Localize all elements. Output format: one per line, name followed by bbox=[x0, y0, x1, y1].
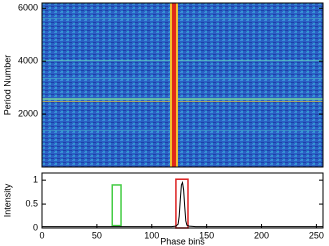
heatmap bbox=[42, 3, 323, 167]
y-axis-label: Period Number bbox=[2, 55, 12, 116]
plot-frame bbox=[41, 172, 324, 229]
axes: 2000 4000 6000 Period Number 0 0.5 1 0 50 100 150 2… bbox=[2, 2, 324, 246]
heatmap-field bbox=[42, 3, 323, 167]
y-axis-label: Intensity bbox=[2, 183, 12, 217]
heatmap-row bbox=[42, 98, 323, 100]
y-tick-label: 1 bbox=[33, 175, 38, 185]
region bbox=[111, 184, 122, 227]
x-tick-label: 250 bbox=[309, 230, 324, 240]
pulse-core bbox=[172, 3, 176, 167]
y-tick-label: 6000 bbox=[18, 3, 38, 13]
x-axis-label: Phase bins bbox=[160, 236, 205, 246]
heatmap-row bbox=[42, 101, 323, 102]
y-tick-label: 4000 bbox=[18, 56, 38, 66]
plot-frame bbox=[41, 2, 324, 168]
y-tick-label: 0.5 bbox=[25, 198, 38, 208]
heatmap-row bbox=[42, 130, 323, 131]
x-tick-label: 150 bbox=[199, 230, 214, 240]
x-tick-label: 50 bbox=[92, 230, 102, 240]
x-tick-label: 100 bbox=[144, 230, 159, 240]
x-tick-label: 0 bbox=[39, 230, 44, 240]
heatmap-row bbox=[42, 18, 323, 19]
profile-line bbox=[42, 180, 323, 228]
heatmap-row bbox=[42, 60, 323, 62]
y-tick-label: 2000 bbox=[18, 108, 38, 118]
x-tick-label: 200 bbox=[254, 230, 269, 240]
y-tick-label: 0 bbox=[33, 222, 38, 232]
heatmap-row bbox=[42, 78, 323, 79]
